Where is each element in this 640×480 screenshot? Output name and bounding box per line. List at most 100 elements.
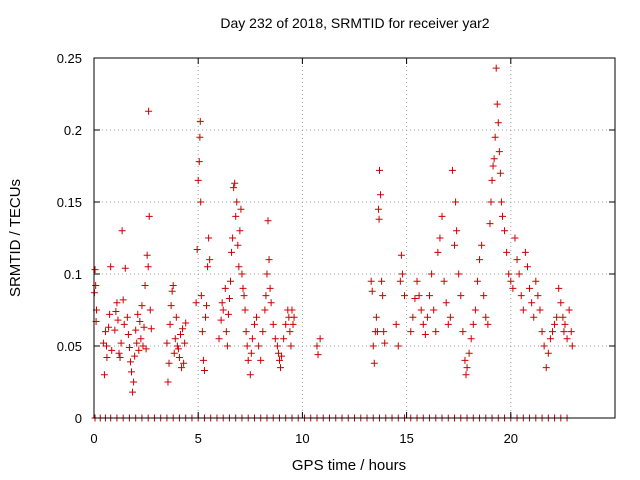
data-point (409, 313, 417, 321)
data-point (459, 328, 467, 336)
data-point (123, 313, 131, 321)
data-point (259, 328, 267, 336)
data-point (218, 299, 226, 307)
data-point (486, 220, 494, 228)
data-point (277, 364, 285, 372)
data-point (255, 342, 263, 350)
data-point (465, 349, 473, 357)
y-tick-label: 0.25 (57, 51, 82, 66)
data-point (253, 313, 261, 321)
data-point (496, 169, 504, 177)
data-point (165, 359, 173, 367)
data-point (498, 212, 506, 220)
data-point (565, 306, 573, 314)
data-point (561, 320, 569, 328)
data-point (421, 330, 429, 338)
data-point (462, 371, 470, 379)
data-point (105, 323, 113, 331)
data-point (438, 212, 446, 220)
data-point (494, 119, 502, 127)
data-point (236, 227, 244, 235)
x-tick-label: 5 (195, 431, 202, 446)
data-point (289, 320, 297, 328)
data-point (143, 251, 151, 259)
data-point (265, 256, 273, 264)
data-point (411, 294, 419, 302)
data-point (103, 342, 111, 350)
data-point (146, 306, 154, 314)
data-point (457, 292, 465, 300)
data-point (250, 320, 258, 328)
data-point (262, 292, 270, 300)
x-axis-title: GPS time / hours (292, 457, 406, 474)
data-point (540, 342, 548, 350)
data-point (530, 313, 538, 321)
data-point (179, 325, 187, 333)
data-point (430, 306, 438, 314)
data-point (206, 256, 214, 264)
data-point (446, 313, 454, 321)
data-point (478, 241, 486, 249)
data-point (126, 358, 134, 366)
data-point (536, 306, 544, 314)
data-point (278, 352, 286, 360)
data-point (473, 277, 481, 285)
data-point (273, 342, 281, 350)
data-point (544, 349, 552, 357)
data-point (136, 318, 144, 326)
data-point (453, 227, 461, 235)
data-point (491, 133, 499, 141)
data-point (233, 198, 241, 206)
data-point (451, 241, 459, 249)
data-point (313, 342, 321, 350)
data-point (198, 328, 206, 336)
data-point (381, 339, 389, 347)
data-point (197, 198, 205, 206)
data-point (432, 328, 440, 336)
data-point (271, 335, 279, 343)
y-tick-label: 0 (75, 411, 82, 426)
data-point (559, 313, 567, 321)
data-point (166, 320, 174, 328)
x-tick-label: 0 (90, 431, 97, 446)
data-point (274, 349, 282, 357)
data-point (217, 316, 225, 324)
data-point (546, 335, 554, 343)
data-point (181, 339, 189, 347)
data-point (229, 234, 237, 242)
data-point (239, 284, 247, 292)
data-point (567, 328, 575, 336)
data-point (444, 320, 452, 328)
y-axis-ticks: 0 0.05 0.1 0.15 0.2 0.25 (57, 51, 615, 426)
data-point (196, 133, 204, 141)
data-point (372, 313, 380, 321)
data-point (240, 292, 248, 300)
data-point (377, 191, 385, 199)
data-point (200, 366, 208, 374)
data-point (269, 320, 277, 328)
data-point (440, 277, 448, 285)
data-point (287, 342, 295, 350)
data-point (119, 296, 127, 304)
data-point (232, 212, 240, 220)
data-point (246, 371, 254, 379)
data-point (528, 299, 536, 307)
data-point (234, 241, 242, 249)
data-point (367, 277, 375, 285)
data-point (227, 277, 235, 285)
data-point (168, 287, 176, 295)
data-point (196, 117, 204, 125)
data-point (401, 292, 409, 300)
data-point (398, 270, 406, 278)
data-point (419, 320, 427, 328)
data-point (195, 158, 203, 166)
data-point (267, 299, 275, 307)
data-point (263, 270, 271, 278)
data-point (282, 320, 290, 328)
data-point (235, 263, 243, 271)
data-point (135, 346, 143, 354)
data-point (180, 359, 188, 367)
data-point (225, 294, 233, 302)
data-point (471, 306, 479, 314)
